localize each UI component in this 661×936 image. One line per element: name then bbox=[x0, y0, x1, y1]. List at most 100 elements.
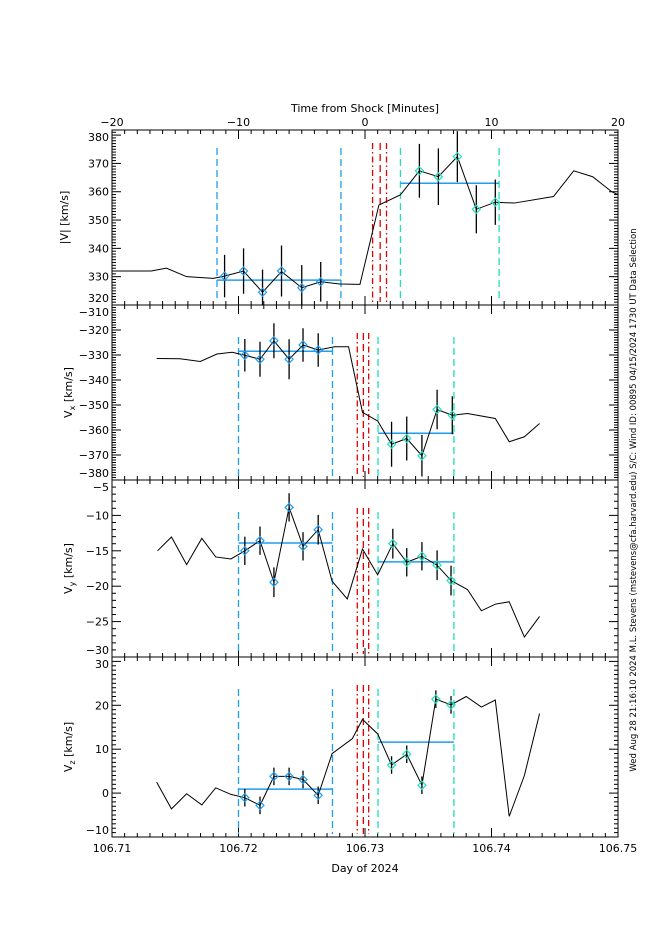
x-tick-label: 106.74 bbox=[472, 842, 511, 855]
data-point-marker bbox=[401, 433, 412, 444]
top-x-tick-label: −20 bbox=[100, 116, 123, 129]
y-tick-label: 350 bbox=[88, 214, 109, 227]
data-series-line bbox=[156, 695, 541, 817]
data-point-marker bbox=[239, 792, 250, 803]
y-tick-label: 340 bbox=[88, 242, 109, 255]
y-tick-label: −25 bbox=[86, 616, 109, 629]
data-point-marker bbox=[386, 760, 397, 770]
plot-frame bbox=[111, 479, 619, 658]
panel-vy: −5 −10 −15 −20 −25 −30 Vy [km/s] bbox=[62, 479, 619, 658]
y-tick-label: −20 bbox=[86, 580, 109, 593]
y-tick-label: −10 bbox=[86, 509, 109, 522]
data-point-marker bbox=[446, 575, 456, 586]
data-point-marker bbox=[298, 774, 308, 785]
x-tick-label: 106.72 bbox=[219, 842, 258, 855]
x-tick-label: 106.75 bbox=[599, 842, 638, 855]
data-point-marker bbox=[417, 551, 427, 562]
data-point-marker bbox=[387, 538, 398, 549]
y-tick-label: 320 bbox=[88, 292, 109, 305]
data-point-marker bbox=[490, 197, 501, 208]
y-tick-label: 360 bbox=[88, 186, 109, 199]
data-point-marker bbox=[298, 541, 308, 552]
y-tick-label: −370 bbox=[79, 449, 109, 462]
data-point-marker bbox=[414, 165, 425, 176]
data-point-marker bbox=[239, 545, 250, 556]
data-point-marker bbox=[417, 780, 427, 791]
data-point-marker bbox=[298, 340, 308, 350]
x-tick-label: 106.71 bbox=[93, 842, 132, 855]
data-point-marker bbox=[296, 282, 307, 293]
y-tick-label: 370 bbox=[88, 157, 109, 170]
panel-vx: −310 −320 −330 −340 −350 −360 −370 −380 Vx [km/s… bbox=[62, 304, 619, 481]
y-tick-label: −320 bbox=[79, 324, 109, 337]
y-tick-label: −10 bbox=[86, 824, 109, 837]
data-point-marker bbox=[401, 557, 412, 568]
top-axis-title: Time from Shock [Minutes] bbox=[290, 102, 439, 115]
data-point-marker bbox=[446, 700, 456, 710]
data-point-marker bbox=[238, 266, 249, 276]
x-tick-label: 106.73 bbox=[346, 842, 385, 855]
data-point-marker bbox=[313, 524, 324, 535]
data-point-marker bbox=[447, 410, 458, 421]
panel-speed: 320 330 340 350 360 370 380 |V| [km/s] −20 −10 0 10… bbox=[58, 116, 625, 306]
y-tick-label: 20 bbox=[95, 699, 109, 712]
y-tick-label: −330 bbox=[79, 349, 109, 362]
data-series-line bbox=[157, 505, 540, 639]
plot-frame bbox=[111, 304, 619, 481]
data-point-marker bbox=[255, 535, 265, 546]
top-x-tick-label: 0 bbox=[362, 116, 369, 129]
data-point-marker bbox=[432, 560, 442, 571]
y-tick-label: −310 bbox=[79, 306, 109, 319]
y-axis-label: Vz [km/s] bbox=[62, 722, 77, 772]
y-tick-label: 10 bbox=[95, 743, 109, 756]
data-point-marker bbox=[219, 271, 230, 281]
data-point-marker bbox=[257, 287, 268, 298]
data-point-marker bbox=[433, 171, 444, 182]
data-point-marker bbox=[255, 354, 265, 365]
data-point-marker bbox=[452, 151, 463, 162]
top-x-tick-label: 10 bbox=[485, 116, 499, 129]
bottom-axis-title: Day of 2024 bbox=[331, 862, 398, 875]
data-point-marker bbox=[401, 749, 412, 760]
data-point-marker bbox=[386, 439, 397, 450]
data-point-marker bbox=[269, 771, 279, 782]
data-point-marker bbox=[276, 266, 287, 276]
data-point-marker bbox=[432, 404, 442, 415]
data-point-marker bbox=[430, 694, 441, 704]
data-point-marker bbox=[313, 790, 324, 801]
data-point-marker bbox=[315, 276, 326, 287]
y-axis-label: Vx [km/s] bbox=[62, 367, 77, 418]
data-point-marker bbox=[269, 577, 279, 588]
y-tick-label: 30 bbox=[95, 658, 109, 671]
data-point-marker bbox=[284, 771, 294, 782]
y-axis-label: |V| [km/s] bbox=[58, 191, 71, 245]
y-tick-label: 330 bbox=[88, 271, 109, 284]
data-point-marker bbox=[284, 502, 294, 513]
y-tick-label: −350 bbox=[79, 399, 109, 412]
data-point-marker bbox=[239, 350, 250, 361]
y-tick-label: −340 bbox=[79, 374, 109, 387]
footer-credit-text: Wed Aug 28 21:16:10 2024 M.L. Stevens (m… bbox=[629, 228, 639, 771]
y-tick-label: 380 bbox=[88, 131, 109, 144]
data-point-marker bbox=[284, 354, 294, 365]
data-point-marker bbox=[471, 204, 482, 215]
data-point-marker bbox=[417, 450, 427, 461]
data-series-line bbox=[112, 155, 619, 294]
data-point-marker bbox=[313, 345, 324, 355]
y-tick-label: −360 bbox=[79, 424, 109, 437]
y-axis-label: Vy [km/s] bbox=[62, 543, 77, 594]
data-point-marker bbox=[255, 800, 265, 811]
y-tick-label: 0 bbox=[102, 787, 109, 800]
top-x-tick-label: −10 bbox=[227, 116, 250, 129]
y-tick-label: −15 bbox=[86, 545, 109, 558]
panel-vz: 30 20 10 0 −10 Vz [km/s] 106.71 106.72 106.73 106… bbox=[62, 656, 638, 855]
y-tick-label: −380 bbox=[79, 467, 109, 480]
top-x-tick-label: 20 bbox=[611, 116, 625, 129]
data-series-line bbox=[156, 339, 540, 457]
plot-frame bbox=[111, 129, 619, 306]
data-point-marker bbox=[269, 335, 279, 346]
y-tick-label: −30 bbox=[86, 644, 109, 657]
y-tick-label: −5 bbox=[93, 481, 109, 494]
plot-frame bbox=[111, 656, 619, 838]
